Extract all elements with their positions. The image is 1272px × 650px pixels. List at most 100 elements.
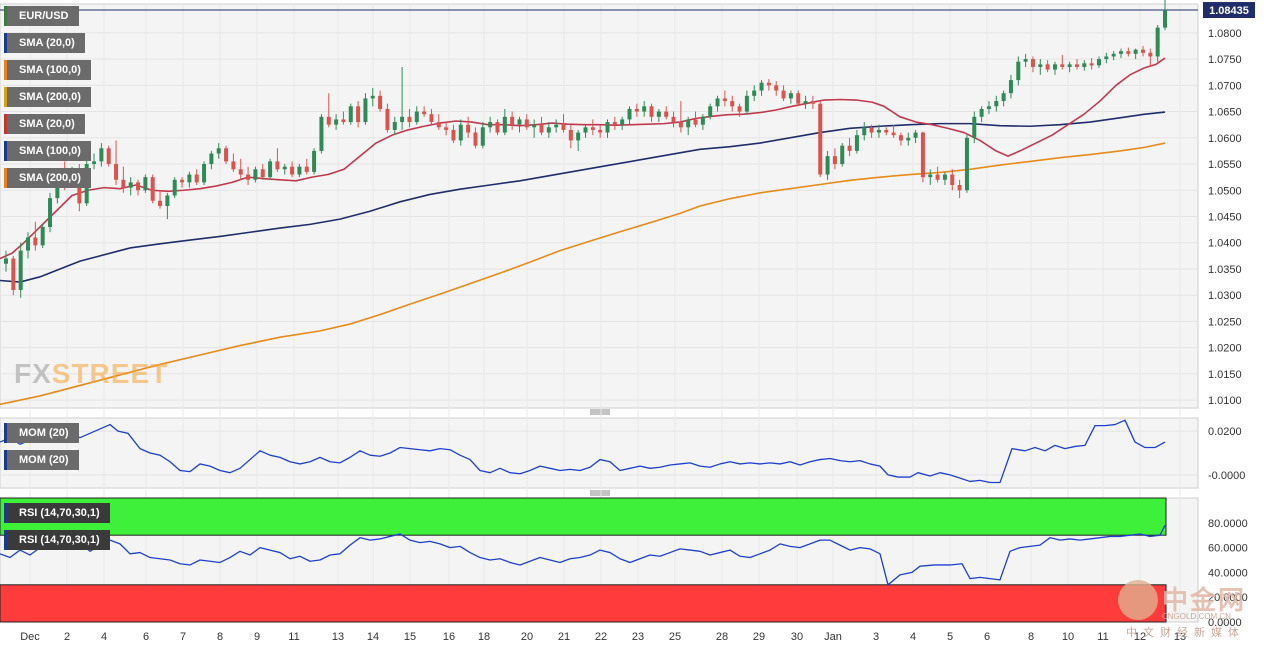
candle-body xyxy=(979,108,984,117)
main-y-tick: 1.0100 xyxy=(1208,395,1242,407)
candle-body xyxy=(1118,51,1123,54)
candle-body xyxy=(429,114,434,123)
legend-eurusd[interactable]: EUR/USD xyxy=(4,6,79,26)
candle-body xyxy=(598,129,603,133)
x-tick-label: 7 xyxy=(180,631,186,643)
x-tick-label: 21 xyxy=(558,631,570,643)
candle-body xyxy=(326,116,331,125)
main-panel-bg xyxy=(0,3,1199,409)
candle-body xyxy=(1060,64,1065,67)
main-y-tick: 1.0250 xyxy=(1208,316,1242,328)
rsi-y-tick: 0.0000 xyxy=(1208,617,1242,629)
candle-body xyxy=(385,108,390,130)
candle-body xyxy=(620,119,625,125)
candle-body xyxy=(510,116,515,125)
legend-rsi-b[interactable]: RSI (14,70,30,1) xyxy=(4,530,110,550)
candle-body xyxy=(964,137,969,191)
candle-body xyxy=(891,132,896,136)
mom-line xyxy=(0,419,1166,484)
legend-sma20-a[interactable]: SMA (20,0) xyxy=(4,33,85,53)
x-tick-label: 2 xyxy=(64,631,70,643)
x-tick-label: 22 xyxy=(595,631,607,643)
candle-body xyxy=(99,148,104,162)
candle-body xyxy=(502,116,507,133)
legend-sma100-b[interactable]: SMA (100,0) xyxy=(4,141,91,161)
candle-body xyxy=(488,122,493,128)
candle-body xyxy=(994,101,999,107)
candle-body xyxy=(862,127,867,136)
candle-body xyxy=(334,119,339,125)
x-tick-label: 15 xyxy=(404,631,416,643)
x-tick-label: 8 xyxy=(217,631,223,643)
rsi-y-tick: 20.0000 xyxy=(1208,592,1248,604)
candle-body xyxy=(612,122,617,125)
candle-body xyxy=(1067,64,1072,67)
candle-body xyxy=(752,90,757,96)
candle-body xyxy=(363,98,368,123)
watermark-fx: FX xyxy=(14,358,52,389)
candle-body xyxy=(370,95,375,99)
main-y-tick: 1.0400 xyxy=(1208,238,1242,250)
candle-body xyxy=(796,93,801,104)
x-tick-label: 28 xyxy=(716,631,728,643)
candle-body xyxy=(400,116,405,123)
candle-body xyxy=(700,116,705,125)
candle-body xyxy=(1096,59,1101,66)
rsi-overbought-zone xyxy=(0,497,1167,536)
rsi-y-tick: 40.0000 xyxy=(1208,567,1248,579)
candle-body xyxy=(803,101,808,104)
candle-body xyxy=(165,195,170,206)
candle-body xyxy=(348,106,353,123)
candle-body xyxy=(605,122,610,133)
candle-body xyxy=(686,119,691,128)
legend-rsi-a[interactable]: RSI (14,70,30,1) xyxy=(4,503,110,523)
main-y-tick: 1.0650 xyxy=(1208,107,1242,119)
candle-body xyxy=(524,119,529,128)
mom-y-tick: 0.0200 xyxy=(1208,426,1242,438)
candle-body xyxy=(1045,64,1050,70)
candle-body xyxy=(1008,80,1013,94)
main-y-tick: 1.0350 xyxy=(1208,264,1242,276)
last-price-tag xyxy=(1203,2,1255,19)
main-y-tick: 1.0800 xyxy=(1208,28,1242,40)
candle-body xyxy=(788,93,793,99)
legend-sma200-a[interactable]: SMA (200,0) xyxy=(4,87,91,107)
candle-body xyxy=(209,153,214,165)
candle-body xyxy=(473,132,478,146)
candle-body xyxy=(282,166,287,170)
candle-body xyxy=(143,177,148,191)
x-tick-label: 13 xyxy=(1174,631,1186,643)
candle-body xyxy=(869,127,874,133)
candle-body xyxy=(810,101,815,104)
legend-sma200-b[interactable]: SMA (200,0) xyxy=(4,168,91,188)
watermark-street: STREET xyxy=(51,358,169,389)
candle-body xyxy=(407,116,412,123)
candle-body xyxy=(495,122,500,133)
last-price-tag-text: 1.08435 xyxy=(1209,5,1249,17)
legend-sma100-a[interactable]: SMA (100,0) xyxy=(4,60,91,80)
x-tick-label: 11 xyxy=(288,631,299,643)
candle-body xyxy=(26,237,31,251)
candle-body xyxy=(106,148,111,165)
candle-body xyxy=(832,156,837,165)
candle-body xyxy=(1030,59,1035,67)
legend-mom-a[interactable]: MOM (20) xyxy=(4,423,79,443)
candle-body xyxy=(1074,64,1079,67)
x-tick-label: 5 xyxy=(947,631,953,643)
cngold-domain: CNGOLD.COM.CN xyxy=(1162,612,1231,621)
x-tick-label: 12 xyxy=(1134,631,1146,643)
main-y-tick: 1.0750 xyxy=(1208,54,1242,66)
candle-body xyxy=(392,122,397,130)
candle-body xyxy=(730,101,735,107)
legend-mom-b[interactable]: MOM (20) xyxy=(4,450,79,470)
candle-body xyxy=(1111,53,1116,57)
candle-body xyxy=(818,103,823,175)
x-tick-label: 4 xyxy=(910,631,916,643)
candle-body xyxy=(737,106,742,112)
legend-sma20-b[interactable]: SMA (20,0) xyxy=(4,114,85,134)
candle-body xyxy=(114,164,119,180)
cngold-tagline: 中文财经新媒体 xyxy=(1126,626,1245,639)
candle-body xyxy=(231,161,236,170)
candle-body xyxy=(656,111,661,117)
candle-body xyxy=(312,150,317,172)
